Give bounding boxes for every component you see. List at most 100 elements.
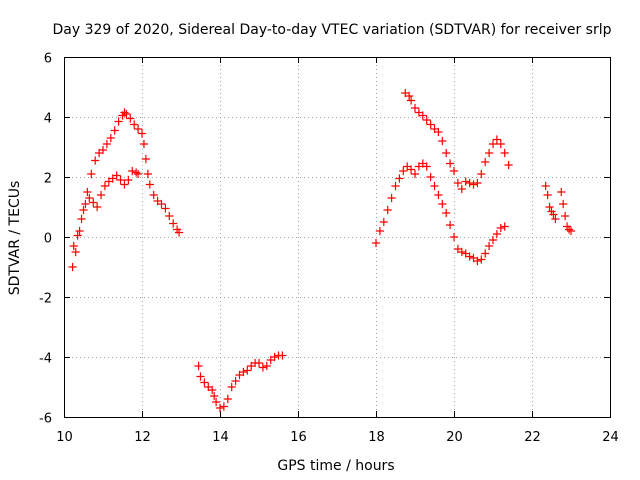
data-point: [442, 208, 451, 218]
chart-title: Day 329 of 2020, Sidereal Day-to-day VTE…: [52, 22, 611, 38]
data-point: [485, 148, 494, 158]
data-point: [549, 210, 558, 219]
data-point: [212, 397, 221, 407]
data-point: [446, 220, 455, 230]
data-point: [410, 169, 420, 179]
data-point: [157, 199, 166, 209]
data-point: [83, 187, 92, 197]
data-point: [95, 148, 104, 158]
data-point: [69, 241, 78, 251]
data-point: [247, 361, 256, 371]
y-tick-label: 0: [44, 232, 52, 247]
data-point: [149, 190, 158, 200]
data-point: [75, 226, 84, 236]
data-point: [93, 202, 102, 212]
data-point: [453, 178, 462, 188]
data-point: [219, 402, 228, 411]
data-point: [137, 129, 147, 138]
x-tick-labels: 10 12 14 16 18 20 22 24: [56, 430, 619, 445]
series-track-e: [401, 88, 513, 194]
data-point: [223, 394, 232, 404]
data-point: [112, 171, 121, 180]
data-point: [161, 204, 170, 213]
x-tick-label: 10: [56, 430, 73, 445]
data-point: [457, 247, 466, 257]
data-point: [407, 165, 416, 174]
data-point: [215, 403, 225, 413]
data-point: [141, 154, 150, 164]
data-point: [473, 178, 482, 188]
data-point: [496, 223, 505, 233]
data-point: [477, 255, 486, 264]
series-track-b: [69, 166, 143, 251]
data-point: [488, 139, 498, 149]
x-tick-label: 16: [290, 430, 307, 445]
x-tick-label: 24: [602, 430, 619, 445]
data-point: [566, 226, 576, 236]
data-point: [399, 166, 408, 176]
data-point: [477, 169, 486, 179]
data-point: [551, 214, 560, 224]
data-point: [71, 247, 80, 257]
data-point: [481, 249, 490, 258]
data-point: [383, 205, 392, 215]
data-point: [403, 162, 412, 171]
data-point: [266, 355, 275, 365]
data-point: [434, 127, 443, 137]
data-point: [134, 169, 143, 179]
data-point: [243, 366, 252, 375]
data-point: [208, 385, 217, 395]
data-point: [488, 235, 498, 245]
series-track-c: [194, 351, 287, 413]
data-point: [438, 136, 447, 146]
data-point: [543, 190, 552, 200]
data-point: [153, 196, 162, 206]
data-point: [98, 145, 108, 155]
data-point: [100, 181, 110, 191]
data-point: [77, 214, 86, 224]
data-point: [130, 120, 139, 129]
data-point: [500, 148, 509, 158]
data-point: [442, 148, 451, 158]
y-tick-label: -2: [39, 292, 52, 307]
data-point: [128, 166, 137, 176]
data-point: [457, 184, 466, 194]
data-point: [485, 241, 494, 251]
data-point: [496, 139, 505, 149]
data-point: [395, 174, 404, 183]
y-tick-label: 6: [44, 52, 52, 67]
data-point: [122, 109, 131, 119]
data-point: [391, 181, 400, 191]
data-point: [114, 117, 123, 126]
data-point: [85, 193, 94, 203]
data-point: [96, 190, 106, 200]
data-point: [106, 133, 115, 143]
data-point: [401, 88, 410, 98]
x-tick-label: 20: [446, 430, 463, 445]
data-point: [227, 382, 236, 392]
data-point: [174, 228, 184, 237]
data-point: [557, 187, 566, 197]
x-tick-label: 18: [368, 430, 385, 445]
y-tick-label: 2: [44, 172, 52, 187]
data-point: [194, 361, 203, 371]
data-point: [407, 96, 416, 105]
x-tick-label: 22: [524, 430, 541, 445]
data-point: [414, 108, 423, 117]
data-point: [210, 391, 219, 401]
data-point: [110, 126, 119, 135]
data-point: [446, 159, 455, 168]
data-point: [492, 135, 501, 144]
data-point: [200, 378, 209, 387]
data-point: [426, 172, 435, 182]
data-point: [204, 382, 213, 392]
data-point: [387, 193, 396, 203]
data-point: [91, 156, 100, 165]
data-point: [87, 169, 96, 179]
y-tick-label: -4: [39, 352, 52, 367]
data-point: [104, 177, 113, 186]
data-point: [278, 351, 287, 360]
data-point: [434, 190, 443, 200]
data-point: [438, 199, 447, 209]
